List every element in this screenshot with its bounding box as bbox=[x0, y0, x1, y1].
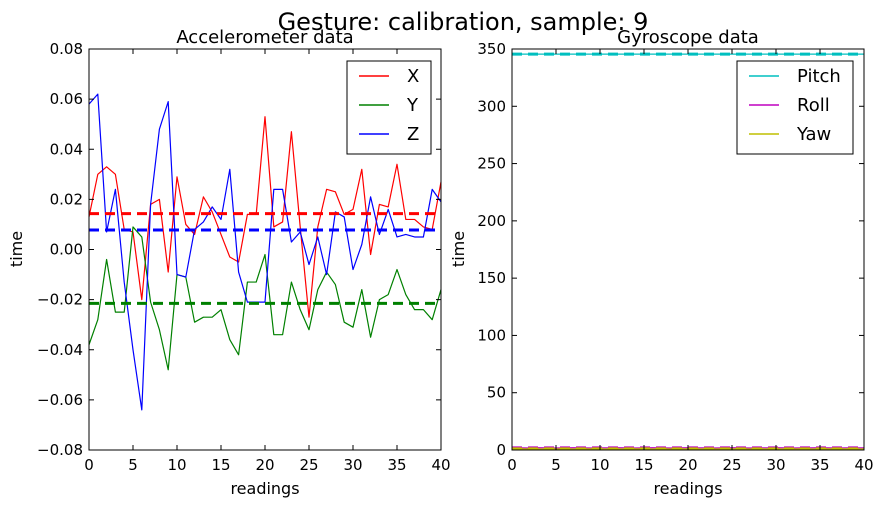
chart-panels: Accelerometer data 0 5 10 15 20 25 30 35 40 −0.08 −… bbox=[7, 27, 874, 498]
x-tick-label: 40 bbox=[431, 456, 450, 474]
legend: Pitch Roll Yaw bbox=[736, 60, 854, 155]
y-axis-label: time bbox=[7, 231, 26, 267]
x-tick-label: 15 bbox=[211, 456, 230, 474]
x-tick-label: 40 bbox=[854, 456, 873, 474]
figure-suptitle: Gesture: calibration, sample: 9 bbox=[278, 8, 649, 36]
y-tick-label: 0 bbox=[496, 441, 506, 459]
y-tick-label: 250 bbox=[477, 155, 506, 173]
y-tick-label: −0.06 bbox=[37, 391, 83, 409]
x-tick-label: 20 bbox=[255, 456, 274, 474]
y-tick-label: 350 bbox=[477, 40, 506, 58]
x-tick-label: 35 bbox=[387, 456, 406, 474]
x-tick-label: 5 bbox=[128, 456, 138, 474]
y-tick-label: −0.08 bbox=[37, 441, 83, 459]
x-tick-label: 25 bbox=[299, 456, 318, 474]
x-axis-label: readings bbox=[653, 479, 722, 498]
y-tick-label: 0.08 bbox=[50, 40, 83, 58]
legend-label-x: X bbox=[407, 66, 419, 87]
legend-label-yaw: Yaw bbox=[796, 124, 831, 145]
x-axis-label: readings bbox=[230, 479, 299, 498]
x-tick-label: 0 bbox=[84, 456, 94, 474]
series-line-x bbox=[88, 116, 442, 318]
y-tick-label: 150 bbox=[477, 269, 506, 287]
y-tick-label: 200 bbox=[477, 212, 506, 230]
x-tick-label: 10 bbox=[167, 456, 186, 474]
y-tick-label: 0.00 bbox=[50, 241, 83, 259]
x-tick-label: 10 bbox=[590, 456, 609, 474]
x-tick-label: 5 bbox=[551, 456, 561, 474]
legend-label-roll: Roll bbox=[797, 95, 830, 116]
chart-panel-2: Gyroscope data 0 5 10 15 20 25 30 35 40 0 50 100 150 2… bbox=[449, 27, 874, 498]
y-tick-label: 300 bbox=[477, 97, 506, 115]
x-tick-label: 35 bbox=[810, 456, 829, 474]
x-tick-label: 20 bbox=[678, 456, 697, 474]
chart-title: Gyroscope data bbox=[617, 27, 759, 48]
chart-title: Accelerometer data bbox=[176, 27, 353, 48]
y-axis-label: time bbox=[449, 231, 468, 267]
chart-panel-1: Accelerometer data 0 5 10 15 20 25 30 35 40 −0.08 −… bbox=[7, 27, 451, 498]
y-tick-label: −0.04 bbox=[37, 341, 83, 359]
legend-label-pitch: Pitch bbox=[797, 66, 841, 87]
x-tick-label: 15 bbox=[634, 456, 653, 474]
x-tick-label: 30 bbox=[766, 456, 785, 474]
y-tick-label: 0.04 bbox=[50, 140, 83, 158]
y-tick-label: 0.06 bbox=[50, 90, 83, 108]
legend-label-z: Z bbox=[407, 124, 419, 145]
y-tick-label: 100 bbox=[477, 326, 506, 344]
y-tick-label: 0.02 bbox=[50, 190, 83, 208]
y-tick-label: −0.02 bbox=[37, 291, 83, 309]
x-tick-label: 0 bbox=[507, 456, 517, 474]
legend: XYZ bbox=[346, 60, 432, 155]
y-tick-label: 50 bbox=[487, 384, 506, 402]
x-tick-label: 25 bbox=[722, 456, 741, 474]
legend-label-y: Y bbox=[406, 95, 419, 116]
x-tick-label: 30 bbox=[343, 456, 362, 474]
